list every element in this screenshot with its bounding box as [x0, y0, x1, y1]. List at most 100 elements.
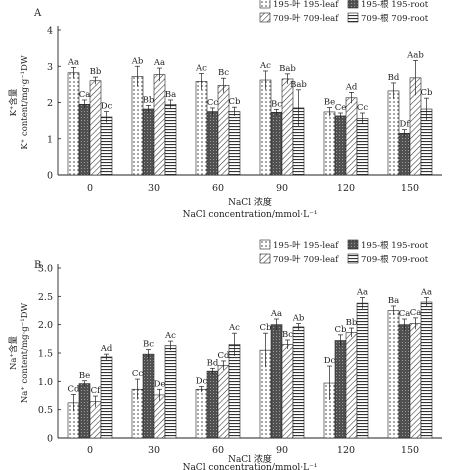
x-axis-title-en: NaCl concentration/mmol·L⁻¹ [183, 210, 318, 220]
x-tick-label: 30 [148, 183, 160, 194]
significance-label: Bd [207, 358, 219, 368]
significance-label: Bc [143, 340, 154, 350]
y-axis-title-en: K⁺ content/mg·g⁻¹DW [20, 55, 30, 149]
bar [195, 81, 208, 176]
x-tick-label: 60 [212, 183, 224, 194]
y-tick-label: 4 [47, 26, 53, 37]
bar [206, 370, 219, 439]
bar [206, 111, 219, 176]
significance-label: Ac [164, 331, 176, 341]
x-tick-label: 0 [87, 445, 93, 456]
bar [228, 344, 241, 439]
significance-label: Ca [410, 308, 422, 318]
bar [356, 118, 369, 176]
significance-label: Ce [335, 103, 347, 113]
y-tick-label: 1 [47, 134, 53, 145]
bar [89, 80, 102, 176]
significance-label: Ba [165, 90, 176, 100]
bar [67, 72, 80, 176]
bar [78, 383, 91, 439]
x-tick-label: 120 [337, 445, 355, 456]
legend-label: 709-根 709-root [361, 13, 429, 24]
y-tick-label: 2.5 [38, 292, 53, 303]
y-tick-label: 1.0 [38, 377, 53, 388]
significance-label: Cc [357, 103, 369, 113]
bar [345, 97, 358, 176]
significance-label: Cb [335, 325, 348, 335]
significance-label: Bab [290, 80, 307, 90]
x-tick-label: 150 [401, 183, 419, 194]
legend-label: 195-根 195-root [361, 0, 429, 10]
significance-label: Ad [100, 344, 113, 354]
significance-label: Cd [218, 351, 231, 361]
panel-a: A 0 1 2 3 4 K⁺含量 K⁺ content/mg·g⁻¹DW Aa Ca Bb Dc 0 Ab… [8, 0, 442, 220]
significance-label: Ac [228, 323, 240, 333]
significance-label: Bab [279, 64, 296, 74]
significance-label: Cb [260, 323, 273, 333]
x-tick-label: 0 [87, 183, 93, 194]
legend-swatch [347, 239, 359, 250]
bar [270, 111, 283, 176]
bar [387, 310, 400, 439]
panel-b: B 0 0.5 1.0 1.5 2.0 2.5 3.0 Na⁺含量 Na⁺ content/mg·… [8, 239, 442, 470]
bar [78, 104, 91, 176]
significance-label: Aa [67, 57, 79, 67]
y-axis-title-cn: Na⁺含量 [8, 336, 19, 370]
significance-label: Ab [131, 56, 144, 66]
legend-swatch [259, 0, 271, 9]
bar [356, 302, 369, 439]
significance-label: Bb [143, 95, 155, 105]
significance-label: Cb [421, 88, 434, 98]
x-tick-label: 60 [212, 445, 224, 456]
bar [142, 353, 155, 439]
significance-label: Ba [388, 296, 399, 306]
x-axis-title-cn: NaCl 浓度 [228, 453, 272, 465]
bar [164, 345, 177, 439]
significance-label: Aa [420, 287, 432, 297]
significance-label: Aab [406, 50, 424, 60]
bar [217, 85, 230, 176]
x-tick-label: 120 [337, 183, 355, 194]
significance-label: Cb [229, 97, 242, 107]
significance-label: De [154, 379, 166, 389]
significance-label: Df [400, 120, 411, 130]
significance-label: Cc [132, 369, 144, 379]
y-tick-label: 2 [47, 98, 53, 109]
legend-swatch [259, 253, 271, 264]
legend-swatch [347, 12, 359, 23]
significance-label: Cd [68, 384, 81, 394]
significance-label: Ca [399, 309, 411, 319]
bar [281, 344, 294, 439]
bar [153, 74, 166, 176]
y-tick-label: 0 [47, 171, 53, 182]
significance-label: Bd [388, 73, 400, 83]
significance-label: Bb [90, 67, 102, 77]
legend-label: 195-根 195-root [361, 240, 429, 251]
bar [153, 394, 166, 439]
legend-label: 709-根 709-root [361, 254, 429, 265]
x-tick-label: 150 [401, 445, 419, 456]
bar [131, 76, 144, 176]
x-tick-label: 90 [276, 183, 288, 194]
x-tick-label: 90 [276, 445, 288, 456]
bar [100, 116, 113, 176]
panel-label: B [34, 260, 41, 271]
significance-label: Be [79, 371, 90, 381]
legend-swatch [259, 239, 271, 250]
significance-label: Ac [259, 61, 271, 71]
significance-label: Bc [282, 330, 293, 340]
bar [217, 365, 230, 439]
y-tick-label: 3.0 [38, 264, 53, 275]
bar [142, 108, 155, 176]
y-tick-label: 2.0 [38, 320, 53, 331]
bar [334, 115, 347, 176]
y-axis-title-cn: K⁺含量 [8, 88, 19, 116]
x-axis-title-cn: NaCl 浓度 [228, 196, 272, 208]
bar [398, 324, 411, 439]
significance-label: Cc [207, 98, 219, 108]
legend-swatch [347, 0, 359, 9]
y-tick-label: 0 [47, 434, 53, 445]
bar [398, 133, 411, 176]
significance-label: Bc [271, 99, 282, 109]
